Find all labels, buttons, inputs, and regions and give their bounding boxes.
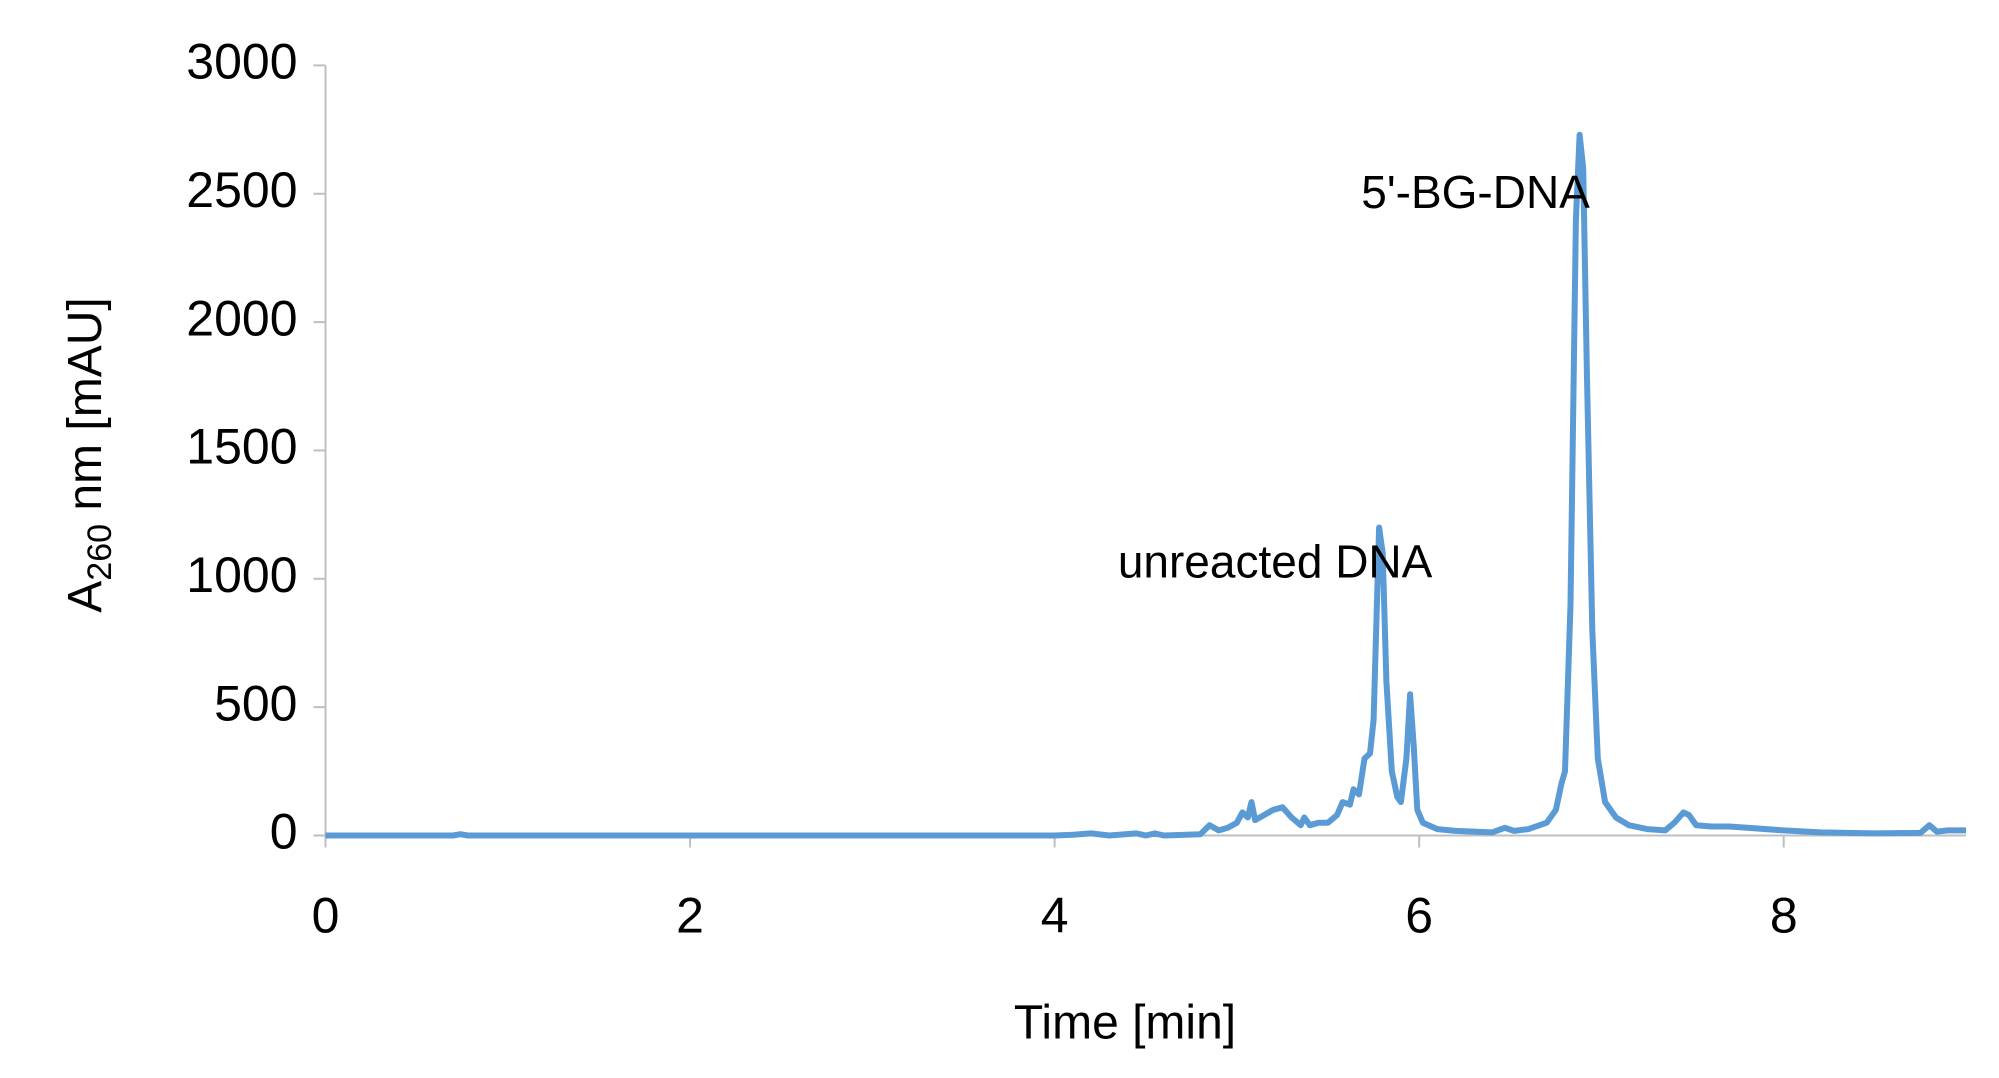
y-tick-label: 2500 — [186, 162, 297, 218]
x-tick-label: 2 — [676, 888, 704, 944]
y-tick-label: 1000 — [186, 547, 297, 603]
x-tick-label: 6 — [1405, 888, 1433, 944]
y-axis-title-rest: nm [mAU] — [59, 297, 112, 524]
x-tick-label: 4 — [1041, 888, 1069, 944]
x-axis-title: Time [min] — [1014, 997, 1236, 1050]
y-tick-label: 0 — [270, 804, 298, 860]
x-tick-label: 0 — [312, 888, 340, 944]
y-tick-label: 3000 — [186, 34, 297, 90]
y-tick-label: 500 — [214, 675, 297, 731]
annotation: unreacted DNA — [1118, 536, 1433, 588]
x-tick-label: 8 — [1770, 888, 1798, 944]
y-axis-title-main: A — [59, 581, 112, 613]
y-tick-label: 1500 — [186, 419, 297, 475]
y-tick-label: 2000 — [186, 290, 297, 346]
data-line — [325, 131, 1966, 839]
y-axis-title-sub: 260 — [81, 524, 119, 581]
annotation: 5'-BG-DNA — [1361, 166, 1590, 218]
y-axis-title: A260 nm [mAU] — [59, 297, 119, 612]
